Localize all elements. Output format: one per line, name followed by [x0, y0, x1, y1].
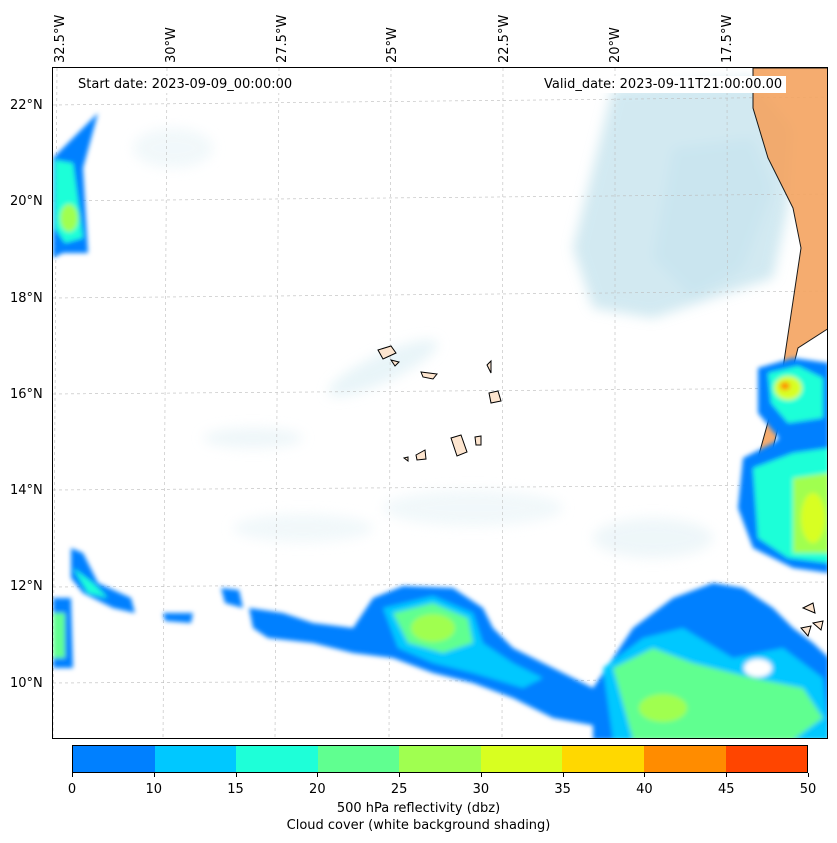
colorbar-segment-0: [73, 746, 155, 772]
lat-label-16n: 16°N: [10, 387, 43, 402]
colorbar-tick-mark: [562, 773, 564, 777]
cape-verde-islands: [377, 345, 502, 462]
lon-label-32-5w: 32.5°W: [53, 14, 68, 63]
lat-label-10n: 10°N: [10, 676, 43, 691]
colorbar-label: 500 hPa reflectivity (dbz): [336, 801, 501, 816]
colorbar-tick-label: 20: [309, 782, 326, 797]
colorbar-segment-3: [317, 746, 400, 772]
colorbar-tick-label: 0: [67, 782, 77, 797]
reflectivity-colorbar: [72, 745, 808, 773]
start-date-label: Start date: 2023-09-09_00:00:00: [74, 76, 297, 93]
lat-label-18n: 18°N: [10, 291, 43, 306]
lat-label-12n: 12°N: [10, 579, 43, 594]
colorbar-segment-2: [236, 746, 318, 772]
colorbar-tick-label: 25: [390, 782, 408, 797]
lon-label-30w: 30°W: [164, 27, 179, 63]
colorbar-segment-6: [562, 746, 644, 772]
colorbar-tick-mark: [235, 773, 237, 777]
colorbar-segment-5: [480, 746, 563, 772]
colorbar-segment-8: [725, 746, 808, 772]
colorbar-tick-label: 40: [636, 782, 653, 797]
colorbar-tick-mark: [644, 773, 646, 777]
lon-label-22-5w: 22.5°W: [497, 14, 512, 63]
colorbar-segment-1: [154, 746, 237, 772]
lon-label-17-5w: 17.5°W: [720, 14, 735, 63]
colorbar-tick-mark: [480, 773, 482, 777]
lat-label-14n: 14°N: [10, 483, 43, 498]
cloud-cover-shading: [133, 78, 793, 558]
reflectivity-contours: [53, 113, 827, 738]
colorbar-sublabel: Cloud cover (white background shading): [286, 818, 551, 833]
colorbar-tick-mark: [808, 773, 809, 777]
lon-label-27-5w: 27.5°W: [275, 14, 290, 63]
colorbar-tick-mark: [153, 773, 155, 777]
colorbar-tick-label: 50: [799, 782, 817, 797]
colorbar-tick-label: 30: [472, 782, 490, 797]
map-panel: [52, 67, 828, 739]
colorbar-tick-mark: [72, 773, 73, 777]
lat-label-20n: 20°N: [10, 194, 43, 209]
lon-label-20w: 20°W: [608, 27, 623, 63]
lon-label-25w: 25°W: [385, 27, 400, 63]
colorbar-tick-label: 35: [554, 782, 571, 797]
colorbar-tick-label: 45: [717, 782, 735, 797]
colorbar-segment-7: [643, 746, 726, 772]
colorbar-tick-mark: [399, 773, 401, 777]
bissagos-islands: [800, 602, 824, 638]
map-canvas: [53, 68, 827, 738]
colorbar-segment-4: [399, 746, 481, 772]
colorbar-tick-label: 10: [145, 782, 163, 797]
lat-label-22n: 22°N: [10, 98, 43, 113]
valid-date-label: Valid_date: 2023-09-11T21:00:00.00: [540, 76, 787, 93]
colorbar-tick-mark: [317, 773, 319, 777]
colorbar-tick-mark: [726, 773, 728, 777]
colorbar-tick-label: 15: [227, 782, 244, 797]
